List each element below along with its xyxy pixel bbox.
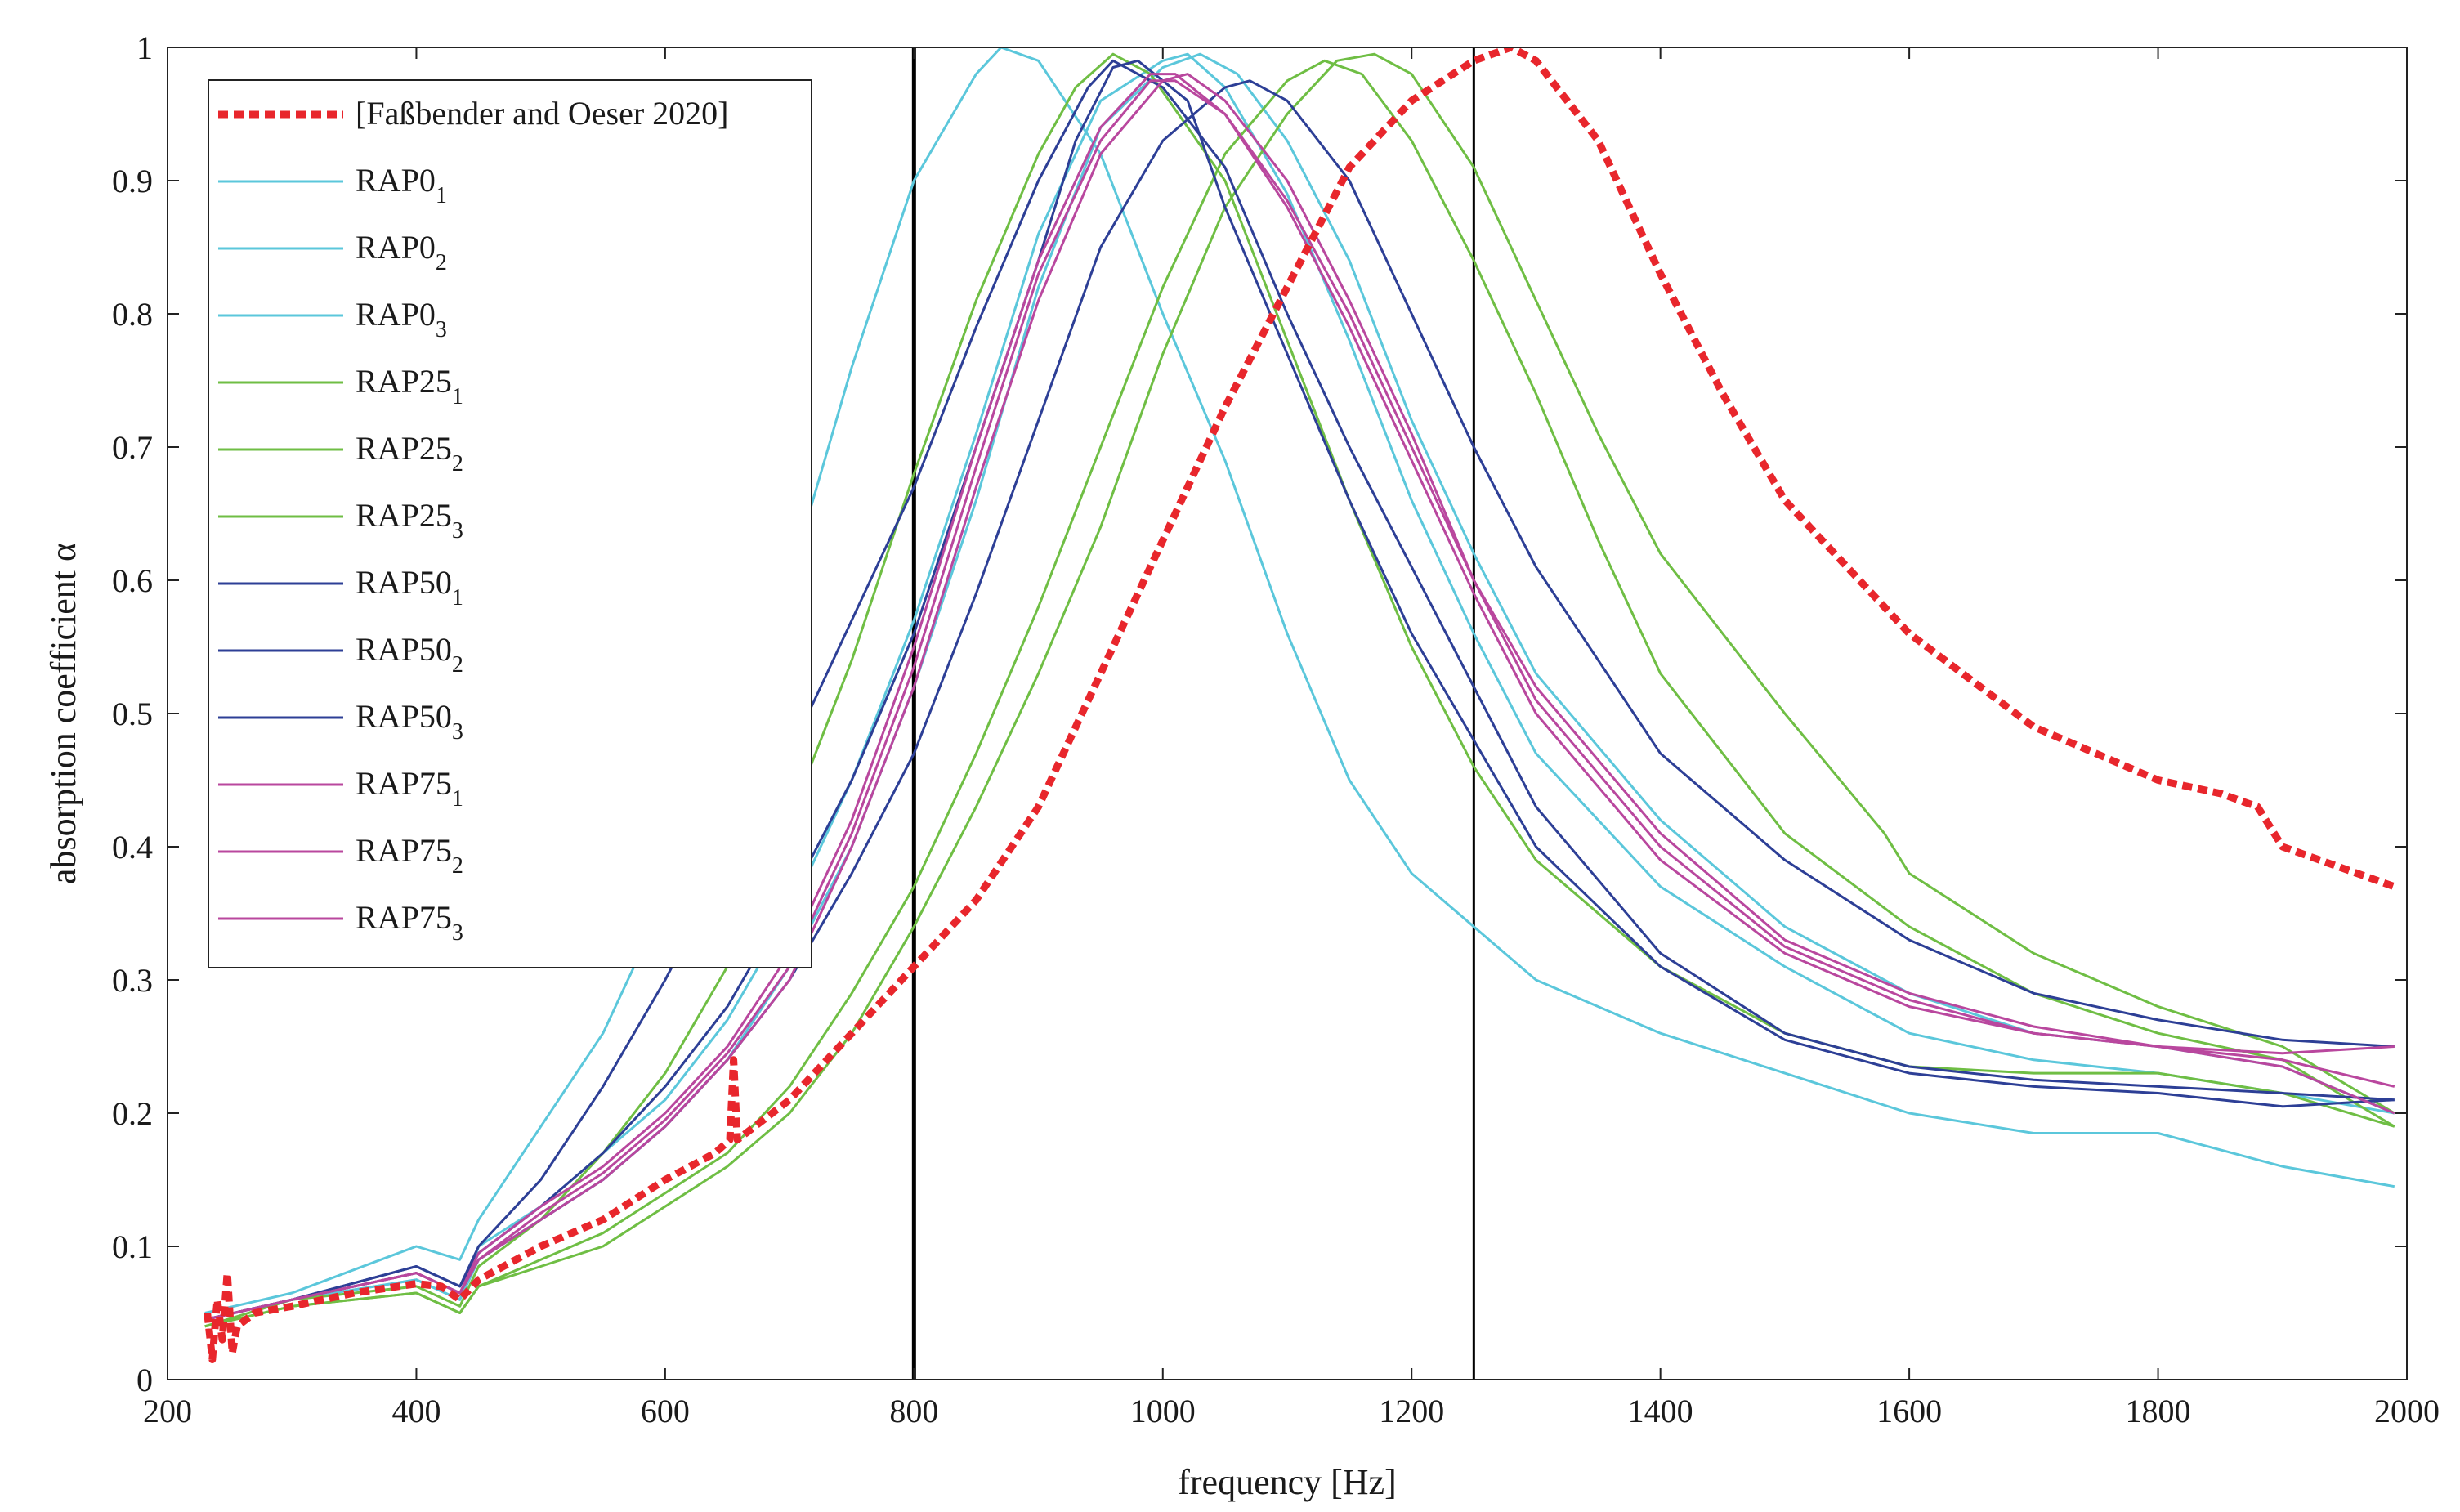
y-tick-label-3: 0.3 bbox=[112, 962, 153, 999]
series-line-5 bbox=[204, 52, 2395, 1328]
legend-label-base-3: RAP0 bbox=[356, 296, 436, 333]
legend-label-8: RAP502 bbox=[356, 631, 463, 678]
y-tick-label-6: 0.6 bbox=[112, 562, 153, 599]
series-line-6 bbox=[204, 59, 2395, 1328]
axis-ticks: 200 400 600 800 1000 1200 1400 1600 1800 2000 0 0.1… bbox=[112, 29, 2440, 1429]
x-tick-label-7: 1600 bbox=[1876, 1393, 1942, 1429]
series-layer bbox=[204, 47, 2396, 1363]
legend-label-sub-2: 2 bbox=[436, 250, 447, 275]
legend-label-sub-4: 1 bbox=[452, 384, 463, 409]
legend-label-10: RAP751 bbox=[356, 765, 463, 812]
legend-label-base-10: RAP75 bbox=[356, 765, 452, 802]
legend-label-sub-12: 3 bbox=[452, 920, 463, 946]
x-tick-label-2: 600 bbox=[641, 1393, 690, 1429]
legend: [Faßbender and Oeser 2020]RAP01RAP02RAP0… bbox=[208, 79, 812, 968]
x-tick-label-8: 1800 bbox=[2126, 1393, 2191, 1429]
y-tick-label-8: 0.8 bbox=[112, 296, 153, 333]
y-tick-label-7: 0.7 bbox=[112, 429, 153, 466]
legend-label-base-1: RAP0 bbox=[356, 162, 436, 199]
series-line-11 bbox=[204, 73, 2395, 1322]
reference-lines bbox=[911, 47, 1475, 1380]
legend-label-11: RAP752 bbox=[356, 832, 463, 879]
legend-label-base-0: [Faßbender and Oeser 2020] bbox=[356, 95, 729, 132]
y-tick-label-1: 0.1 bbox=[112, 1228, 153, 1265]
y-tick-label-9: 0.9 bbox=[112, 163, 153, 199]
y-tick-label-10: 1 bbox=[136, 29, 153, 66]
legend-label-3: RAP03 bbox=[356, 296, 447, 342]
legend-label-base-6: RAP25 bbox=[356, 497, 452, 534]
legend-label-sub-7: 1 bbox=[452, 585, 463, 611]
x-axis-title: frequency [Hz] bbox=[1178, 1462, 1397, 1502]
y-tick-label-5: 0.5 bbox=[112, 696, 153, 732]
legend-label-4: RAP251 bbox=[356, 363, 463, 409]
y-tick-label-0: 0 bbox=[136, 1362, 153, 1398]
legend-label-base-8: RAP50 bbox=[356, 631, 452, 668]
legend-label-7: RAP501 bbox=[356, 564, 463, 611]
legend-label-1: RAP01 bbox=[356, 162, 447, 208]
legend-label-sub-11: 2 bbox=[452, 853, 463, 879]
series-line-12 bbox=[204, 79, 2395, 1322]
legend-label-9: RAP503 bbox=[356, 698, 463, 745]
legend-label-base-9: RAP50 bbox=[356, 698, 452, 735]
y-tick-label-2: 0.2 bbox=[112, 1095, 153, 1132]
legend-label-base-11: RAP75 bbox=[356, 832, 452, 869]
series-line-7 bbox=[204, 59, 2395, 1322]
legend-label-sub-10: 1 bbox=[452, 786, 463, 812]
y-axis-title: absorption coefficient α bbox=[43, 543, 83, 884]
legend-label-2: RAP02 bbox=[356, 229, 447, 275]
series-line-1 bbox=[204, 47, 2395, 1314]
legend-label-sub-5: 2 bbox=[452, 451, 463, 476]
legend-label-sub-1: 1 bbox=[436, 183, 447, 208]
legend-label-sub-9: 3 bbox=[452, 719, 463, 745]
legend-label-base-7: RAP50 bbox=[356, 564, 452, 601]
x-tick-label-3: 800 bbox=[889, 1393, 938, 1429]
series-line-10 bbox=[204, 73, 2395, 1322]
x-tick-label-0: 200 bbox=[143, 1393, 192, 1429]
x-tick-label-6: 1400 bbox=[1628, 1393, 1693, 1429]
legend-label-base-4: RAP25 bbox=[356, 363, 452, 400]
legend-label-sub-3: 3 bbox=[436, 317, 447, 342]
x-tick-label-5: 1200 bbox=[1379, 1393, 1444, 1429]
legend-label-12: RAP753 bbox=[356, 899, 463, 946]
x-tick-label-9: 2000 bbox=[2374, 1393, 2440, 1429]
legend-label-sub-8: 2 bbox=[452, 652, 463, 678]
x-tick-label-1: 400 bbox=[391, 1393, 441, 1429]
legend-label-base-12: RAP75 bbox=[356, 899, 452, 936]
legend-box bbox=[208, 79, 812, 968]
legend-label-base-5: RAP25 bbox=[356, 430, 452, 467]
legend-label-base-2: RAP0 bbox=[356, 229, 436, 266]
y-tick-label-4: 0.4 bbox=[112, 829, 153, 866]
legend-label-5: RAP252 bbox=[356, 430, 463, 476]
legend-label-0: [Faßbender and Oeser 2020] bbox=[356, 95, 729, 132]
legend-label-sub-6: 3 bbox=[452, 518, 463, 544]
x-tick-label-4: 1000 bbox=[1130, 1393, 1196, 1429]
series-line-0 bbox=[204, 47, 2396, 1363]
legend-label-6: RAP253 bbox=[356, 497, 463, 544]
